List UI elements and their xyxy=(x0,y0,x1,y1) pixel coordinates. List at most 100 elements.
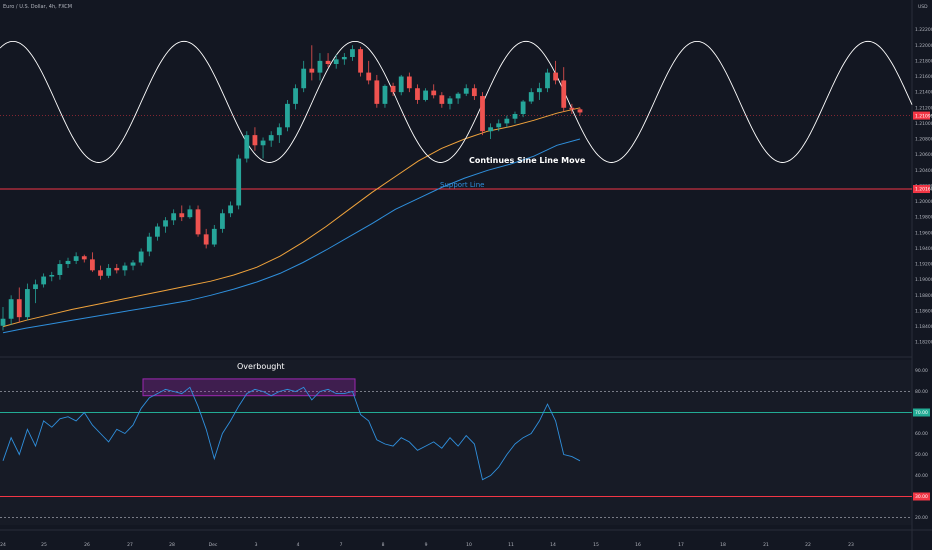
candle-body xyxy=(406,76,412,89)
candle-body xyxy=(49,274,55,277)
candle-body xyxy=(203,234,209,245)
candle-body xyxy=(398,76,404,93)
candle-body xyxy=(390,85,396,93)
time-tick-label: 4 xyxy=(297,542,300,548)
moving-averages xyxy=(2,107,581,334)
time-tick-label: 14 xyxy=(550,542,556,548)
overbought-label: Overbought xyxy=(237,362,285,371)
candlesticks xyxy=(0,45,583,331)
time-tick-label: 21 xyxy=(763,542,769,548)
annotation-support-line: Support Line xyxy=(440,181,485,189)
candle-body xyxy=(536,88,542,93)
time-tick-label: 10 xyxy=(466,542,472,548)
candle-body xyxy=(333,59,339,65)
price-tick-label: 1.22200 xyxy=(915,27,932,33)
candle-body xyxy=(146,236,152,252)
price-tick-label: 1.21800 xyxy=(915,58,932,64)
candle-body xyxy=(569,107,575,110)
candle-body xyxy=(293,88,298,104)
time-tick-label: 26 xyxy=(84,542,90,548)
rsi-levels: 70.00 30.00 xyxy=(0,391,930,518)
time-tick-label: 9 xyxy=(425,542,428,548)
price-tick-label: 1.18600 xyxy=(915,308,932,314)
price-tick-label: 1.20400 xyxy=(915,168,932,174)
rsi-tick-label: 50.00 xyxy=(915,452,928,458)
candle-body xyxy=(471,88,477,97)
candle-body xyxy=(41,276,47,285)
candle-body xyxy=(325,60,331,65)
rsi-level-badge-label: 30.00 xyxy=(915,494,928,500)
candle-body xyxy=(301,68,307,89)
price-tick-label: 1.20800 xyxy=(915,137,932,143)
price-tick-label: 1.19200 xyxy=(915,262,932,268)
price-tick-label: 1.21400 xyxy=(915,90,932,96)
candle-body xyxy=(260,140,266,146)
candle-body xyxy=(520,101,526,115)
candle-body xyxy=(171,213,177,221)
candle-body xyxy=(33,284,38,290)
candle-body xyxy=(220,213,225,229)
rsi-level-badge-label: 70.00 xyxy=(915,410,928,416)
candle-body xyxy=(553,72,559,81)
candle-body xyxy=(24,289,30,318)
candle-body xyxy=(577,109,583,113)
currency-label: USD xyxy=(918,4,928,10)
candle-body xyxy=(73,256,79,261)
candle-body xyxy=(8,299,14,319)
rsi-tick-label: 80.00 xyxy=(915,389,928,395)
time-tick-label: 22 xyxy=(805,542,811,548)
candle-body xyxy=(317,60,323,73)
last-price-label: 1.21099 xyxy=(915,113,932,119)
candle-body xyxy=(480,96,485,132)
candle-body xyxy=(358,49,363,73)
sine-wave-path xyxy=(0,40,913,163)
candle-body xyxy=(431,90,437,96)
candle-body xyxy=(309,68,315,73)
rsi-level-badge xyxy=(913,492,930,501)
time-tick-label: 16 xyxy=(635,542,641,548)
candle-body xyxy=(244,135,250,159)
time-tick-label: 8 xyxy=(382,542,385,548)
chart-title: Euro / U.S. Dollar, 4h, FXCM xyxy=(3,4,72,10)
rsi-tick-label: 20.00 xyxy=(915,515,928,521)
candle-body xyxy=(195,209,201,235)
candle-body xyxy=(276,127,282,136)
candle-body xyxy=(415,88,420,100)
candle-body xyxy=(447,98,453,104)
price-tick-label: 1.18800 xyxy=(915,293,932,299)
candle-body xyxy=(187,209,193,218)
time-tick-label: 17 xyxy=(678,542,684,548)
time-tick-label: 28 xyxy=(169,542,175,548)
candle-body xyxy=(439,95,445,104)
candle-body xyxy=(179,213,185,218)
candle-body xyxy=(98,270,103,276)
candle-body xyxy=(285,103,290,128)
rsi-level-badge xyxy=(913,408,930,417)
rsi-tick-label: 90.00 xyxy=(915,368,928,374)
candle-body xyxy=(16,299,22,318)
overbought-zone-rect xyxy=(142,378,356,397)
candle-body xyxy=(341,56,347,60)
candle-body xyxy=(423,90,428,100)
time-tick-label: Dec xyxy=(209,542,218,548)
candle-body xyxy=(374,80,380,104)
time-axis: 24 25 26 27 28 Dec 3 4 7 8 9 10 11 14 15 16 17 18 21 22 23 xyxy=(0,542,854,548)
time-tick-label: 7 xyxy=(340,542,343,548)
candle-body xyxy=(455,93,461,99)
candle-body xyxy=(350,49,355,57)
price-tick-label: 1.21000 xyxy=(915,121,932,127)
candle-body xyxy=(561,80,567,108)
price-tick-label: 1.20000 xyxy=(915,199,932,205)
candle-body xyxy=(463,88,469,94)
time-tick-label: 3 xyxy=(255,542,258,548)
candle-body xyxy=(89,259,95,271)
overbought-zone xyxy=(142,378,356,397)
time-tick-label: 25 xyxy=(41,542,47,548)
price-tick-label: 1.18400 xyxy=(915,324,932,330)
candle-body xyxy=(130,262,136,266)
rsi-line-path xyxy=(2,386,581,481)
time-tick-label: 11 xyxy=(508,542,514,548)
candle-body xyxy=(65,260,71,265)
price-tick-label: 1.19000 xyxy=(915,277,932,283)
